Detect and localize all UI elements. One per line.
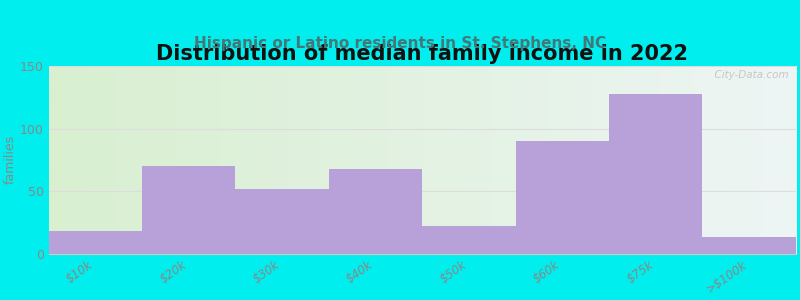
Bar xyxy=(516,141,609,254)
Text: City-Data.com: City-Data.com xyxy=(708,70,788,80)
Title: Distribution of median family income in 2022: Distribution of median family income in … xyxy=(156,44,688,64)
Bar xyxy=(702,237,796,254)
Bar xyxy=(422,226,516,253)
Bar xyxy=(235,189,329,254)
Bar xyxy=(49,231,142,254)
Bar xyxy=(142,166,235,254)
Bar xyxy=(329,169,422,254)
Text: Hispanic or Latino residents in St. Stephens, NC: Hispanic or Latino residents in St. Step… xyxy=(194,36,606,51)
Bar xyxy=(609,94,702,253)
Y-axis label: families: families xyxy=(4,135,17,184)
